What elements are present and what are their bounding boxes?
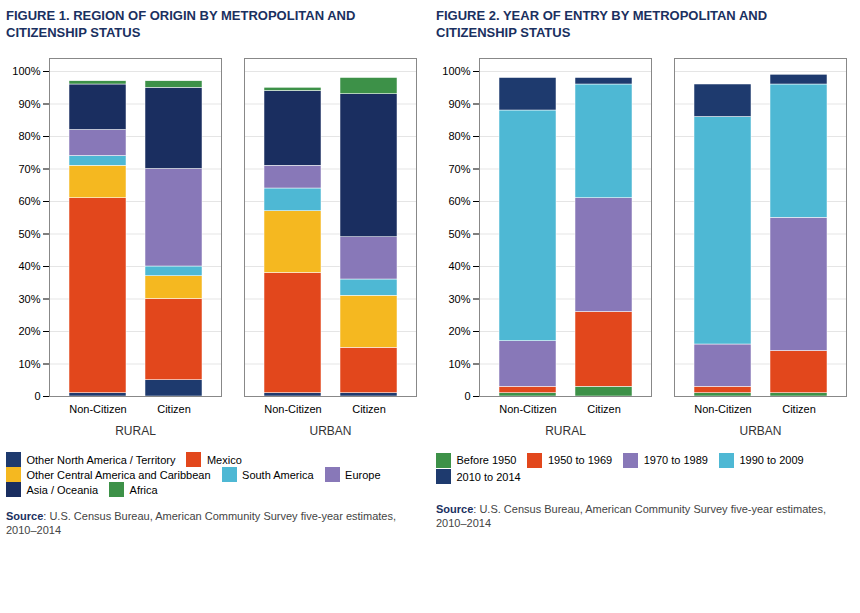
html-text:Africa: Africa — [129, 483, 158, 496]
svg-text:40%: 40% — [18, 260, 40, 272]
svg-text:10%: 10% — [448, 358, 470, 370]
svg-text:70%: 70% — [18, 163, 40, 175]
svg-text:Non-Citizen: Non-Citizen — [499, 403, 556, 415]
svg-text:0: 0 — [34, 390, 40, 402]
svg-text:80%: 80% — [448, 130, 470, 142]
svg-text:Non-Citizen: Non-Citizen — [264, 403, 321, 415]
svg-text:RURAL: RURAL — [115, 424, 156, 438]
svg-text:Non-Citizen: Non-Citizen — [69, 403, 126, 415]
svg-text:Citizen: Citizen — [782, 403, 816, 415]
svg-text:Citizen: Citizen — [352, 403, 386, 415]
html-text:1990 to 2009: 1990 to 2009 — [739, 454, 804, 467]
svg-text:70%: 70% — [448, 163, 470, 175]
svg-text:90%: 90% — [448, 98, 470, 110]
svg-text:60%: 60% — [448, 195, 470, 207]
html-text:South America: South America — [242, 468, 314, 481]
svg-text:Citizen: Citizen — [587, 403, 621, 415]
svg-text:0: 0 — [464, 390, 470, 402]
html-text:1970 to 1989: 1970 to 1989 — [643, 454, 708, 467]
svg-text:100%: 100% — [442, 65, 470, 77]
svg-text:30%: 30% — [18, 293, 40, 305]
svg-text:Non-Citizen: Non-Citizen — [694, 403, 751, 415]
svg-text:URBAN: URBAN — [739, 424, 781, 438]
svg-text:40%: 40% — [448, 260, 470, 272]
html-text:Europe: Europe — [345, 468, 381, 481]
html-text:FIGURE 1. REGION OF ORIGIN BY: FIGURE 1. REGION OF ORIGIN BY METROPOLIT… — [6, 8, 356, 40]
svg-text:RURAL: RURAL — [545, 424, 586, 438]
html-text:Other Central America and Cari: Other Central America and Caribbean — [26, 468, 211, 481]
html-text:Other North America / Territor: Other North America / Territory — [26, 453, 176, 466]
html-text:Asia / Oceania: Asia / Oceania — [26, 483, 98, 496]
svg-text:20%: 20% — [448, 325, 470, 337]
svg-text:10%: 10% — [18, 358, 40, 370]
html-text:1950 to 1969: 1950 to 1969 — [547, 454, 613, 467]
html-text:FIGURE 2. YEAR OF ENTRY BY MET: FIGURE 2. YEAR OF ENTRY BY METROPOLITAN … — [436, 8, 768, 40]
html-text:Source: U.S. Census Bureau, Am: Source: U.S. Census Bureau, American Com… — [6, 509, 396, 536]
svg-text:90%: 90% — [18, 98, 40, 110]
svg-text:100%: 100% — [12, 65, 40, 77]
svg-text:30%: 30% — [448, 293, 470, 305]
html-text:2010 to 2014: 2010 to 2014 — [456, 470, 521, 483]
svg-text:50%: 50% — [18, 228, 40, 240]
svg-text:60%: 60% — [18, 195, 40, 207]
svg-text:50%: 50% — [448, 228, 470, 240]
html-text:Source: U.S. Census Bureau, Am: Source: U.S. Census Bureau, American Com… — [436, 503, 826, 530]
html-text:Mexico: Mexico — [207, 453, 242, 466]
svg-text:URBAN: URBAN — [309, 424, 351, 438]
svg-text:20%: 20% — [18, 325, 40, 337]
svg-text:Citizen: Citizen — [157, 403, 191, 415]
html-text:Before 1950: Before 1950 — [456, 454, 517, 467]
svg-text:80%: 80% — [18, 130, 40, 142]
